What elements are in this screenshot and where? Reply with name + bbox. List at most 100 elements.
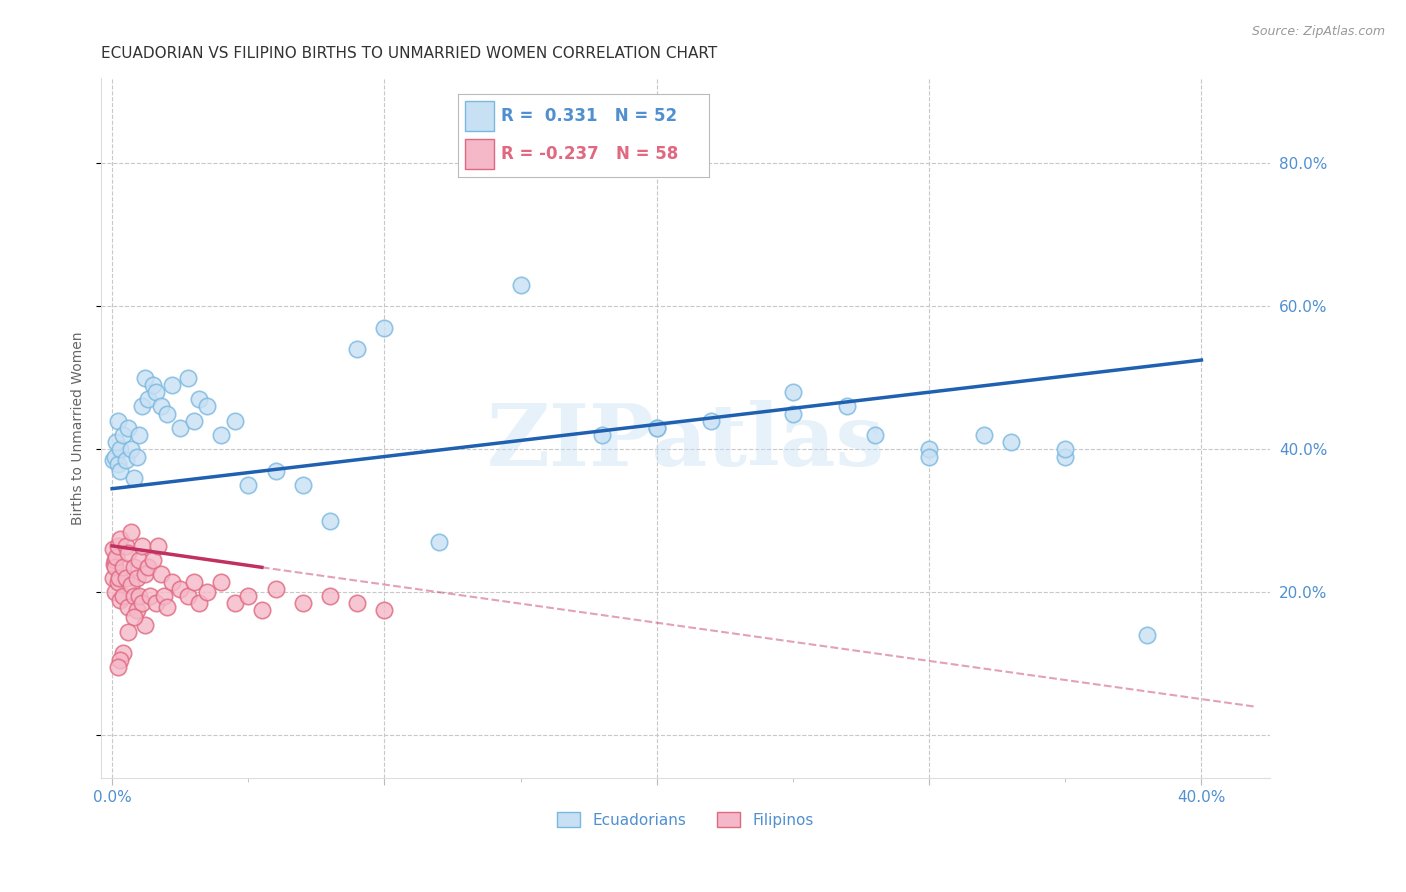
Point — [700, 414, 723, 428]
Point — [145, 596, 167, 610]
Point — [111, 428, 134, 442]
Point — [103, 557, 125, 571]
Point — [114, 453, 136, 467]
Text: ECUADORIAN VS FILIPINO BIRTHS TO UNMARRIED WOMEN CORRELATION CHART: ECUADORIAN VS FILIPINO BIRTHS TO UNMARRI… — [101, 46, 717, 62]
Point — [120, 578, 142, 592]
Point — [114, 571, 136, 585]
Point — [131, 539, 153, 553]
Point — [209, 428, 232, 442]
Point — [591, 428, 613, 442]
Point — [291, 596, 314, 610]
Point — [128, 553, 150, 567]
Point — [104, 585, 127, 599]
Point — [107, 660, 129, 674]
Point — [427, 535, 450, 549]
Point — [136, 560, 159, 574]
Point — [105, 435, 128, 450]
Point — [153, 589, 176, 603]
Point — [125, 450, 148, 464]
Point — [346, 596, 368, 610]
Point — [107, 539, 129, 553]
Point — [107, 574, 129, 589]
Point — [145, 385, 167, 400]
Point — [1054, 442, 1077, 457]
Point — [117, 624, 139, 639]
Point — [160, 378, 183, 392]
Point — [142, 553, 165, 567]
Point — [122, 610, 145, 624]
Point — [837, 400, 859, 414]
Point — [122, 560, 145, 574]
Point — [104, 553, 127, 567]
Point — [117, 599, 139, 614]
Point — [373, 603, 395, 617]
Point — [250, 603, 273, 617]
Point — [264, 582, 287, 596]
Point — [128, 589, 150, 603]
Point — [373, 321, 395, 335]
Point — [1000, 435, 1022, 450]
Point — [105, 549, 128, 564]
Point — [183, 414, 205, 428]
Point — [142, 378, 165, 392]
Point — [197, 585, 219, 599]
Point — [122, 471, 145, 485]
Legend: Ecuadorians, Filipinos: Ecuadorians, Filipinos — [551, 805, 820, 834]
Text: ZIPatlas: ZIPatlas — [486, 400, 884, 484]
Point — [110, 442, 132, 457]
Point — [177, 371, 200, 385]
Point — [131, 596, 153, 610]
Point — [103, 542, 125, 557]
Point — [645, 421, 668, 435]
Text: Source: ZipAtlas.com: Source: ZipAtlas.com — [1251, 25, 1385, 38]
Point — [319, 514, 342, 528]
Point — [111, 646, 134, 660]
Point — [1136, 628, 1159, 642]
Point — [117, 546, 139, 560]
Point — [188, 392, 211, 407]
Point — [111, 560, 134, 574]
Point — [107, 457, 129, 471]
Point — [197, 400, 219, 414]
Point — [103, 453, 125, 467]
Point — [291, 478, 314, 492]
Point — [134, 617, 156, 632]
Point — [782, 407, 804, 421]
Point — [125, 571, 148, 585]
Point — [918, 442, 941, 457]
Point — [155, 407, 177, 421]
Point — [134, 371, 156, 385]
Point — [264, 464, 287, 478]
Point — [209, 574, 232, 589]
Point — [108, 571, 131, 585]
Point — [973, 428, 995, 442]
Point — [120, 524, 142, 539]
Point — [645, 421, 668, 435]
Point — [134, 567, 156, 582]
Point — [918, 450, 941, 464]
Point — [125, 603, 148, 617]
Point — [110, 653, 132, 667]
Point — [136, 392, 159, 407]
Point — [110, 592, 132, 607]
Point — [319, 589, 342, 603]
Point — [863, 428, 886, 442]
Y-axis label: Births to Unmarried Women: Births to Unmarried Women — [72, 331, 86, 524]
Point — [346, 343, 368, 357]
Point — [150, 567, 173, 582]
Point — [150, 400, 173, 414]
Point — [238, 478, 260, 492]
Point — [169, 421, 191, 435]
Point — [120, 442, 142, 457]
Point — [101, 571, 124, 585]
Point — [128, 428, 150, 442]
Point — [224, 596, 246, 610]
Point — [139, 589, 162, 603]
Point — [238, 589, 260, 603]
Point — [169, 582, 191, 596]
Point — [1054, 450, 1077, 464]
Point — [188, 596, 211, 610]
Point — [160, 574, 183, 589]
Point — [224, 414, 246, 428]
Point — [107, 414, 129, 428]
